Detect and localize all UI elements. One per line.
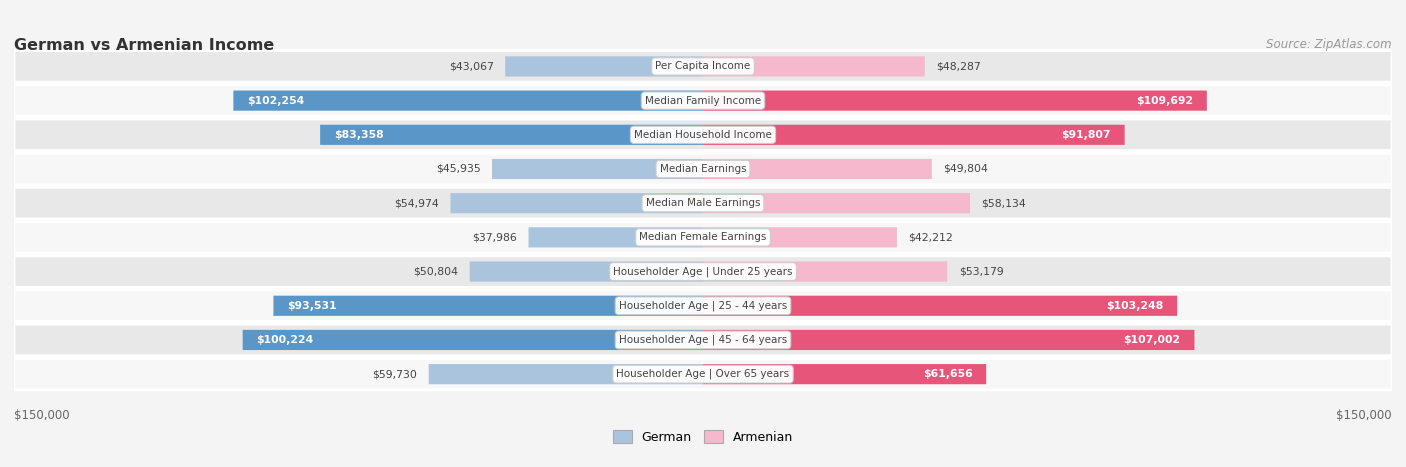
Text: Householder Age | 45 - 64 years: Householder Age | 45 - 64 years [619, 335, 787, 345]
Text: $100,224: $100,224 [256, 335, 314, 345]
FancyBboxPatch shape [14, 324, 1392, 356]
FancyBboxPatch shape [703, 91, 1206, 111]
Text: $93,531: $93,531 [287, 301, 337, 311]
FancyBboxPatch shape [703, 193, 970, 213]
Text: $150,000: $150,000 [14, 409, 70, 422]
Text: $54,974: $54,974 [394, 198, 439, 208]
Text: Source: ZipAtlas.com: Source: ZipAtlas.com [1267, 38, 1392, 51]
Text: $58,134: $58,134 [981, 198, 1026, 208]
Text: Householder Age | 25 - 44 years: Householder Age | 25 - 44 years [619, 300, 787, 311]
FancyBboxPatch shape [529, 227, 703, 248]
Text: Median Male Earnings: Median Male Earnings [645, 198, 761, 208]
Text: Median Household Income: Median Household Income [634, 130, 772, 140]
Text: $43,067: $43,067 [449, 62, 494, 71]
FancyBboxPatch shape [505, 57, 703, 77]
Legend: German, Armenian: German, Armenian [607, 425, 799, 448]
Text: $59,730: $59,730 [373, 369, 418, 379]
FancyBboxPatch shape [14, 119, 1392, 150]
Text: $37,986: $37,986 [472, 233, 517, 242]
FancyBboxPatch shape [14, 290, 1392, 321]
Text: $61,656: $61,656 [922, 369, 973, 379]
FancyBboxPatch shape [450, 193, 703, 213]
Text: German vs Armenian Income: German vs Armenian Income [14, 38, 274, 53]
Text: Median Family Income: Median Family Income [645, 96, 761, 106]
Text: $107,002: $107,002 [1123, 335, 1181, 345]
Text: Householder Age | Under 25 years: Householder Age | Under 25 years [613, 266, 793, 277]
Text: Householder Age | Over 65 years: Householder Age | Over 65 years [616, 369, 790, 379]
FancyBboxPatch shape [14, 222, 1392, 253]
FancyBboxPatch shape [14, 256, 1392, 287]
FancyBboxPatch shape [14, 187, 1392, 219]
FancyBboxPatch shape [321, 125, 703, 145]
FancyBboxPatch shape [14, 358, 1392, 390]
FancyBboxPatch shape [703, 296, 1177, 316]
Text: $42,212: $42,212 [908, 233, 953, 242]
FancyBboxPatch shape [703, 330, 1195, 350]
FancyBboxPatch shape [470, 262, 703, 282]
FancyBboxPatch shape [233, 91, 703, 111]
Text: $150,000: $150,000 [1336, 409, 1392, 422]
Text: $50,804: $50,804 [413, 267, 458, 276]
Text: Median Earnings: Median Earnings [659, 164, 747, 174]
Text: $53,179: $53,179 [959, 267, 1004, 276]
Text: Median Female Earnings: Median Female Earnings [640, 233, 766, 242]
FancyBboxPatch shape [273, 296, 703, 316]
Text: $91,807: $91,807 [1062, 130, 1111, 140]
FancyBboxPatch shape [703, 57, 925, 77]
Text: $102,254: $102,254 [247, 96, 304, 106]
FancyBboxPatch shape [14, 153, 1392, 185]
Text: $83,358: $83,358 [333, 130, 384, 140]
FancyBboxPatch shape [703, 159, 932, 179]
FancyBboxPatch shape [703, 364, 986, 384]
Text: $109,692: $109,692 [1136, 96, 1194, 106]
Text: $48,287: $48,287 [936, 62, 981, 71]
Text: $45,935: $45,935 [436, 164, 481, 174]
FancyBboxPatch shape [703, 125, 1125, 145]
FancyBboxPatch shape [243, 330, 703, 350]
Text: Per Capita Income: Per Capita Income [655, 62, 751, 71]
FancyBboxPatch shape [703, 227, 897, 248]
Text: $49,804: $49,804 [943, 164, 988, 174]
FancyBboxPatch shape [14, 51, 1392, 82]
Text: $103,248: $103,248 [1107, 301, 1163, 311]
FancyBboxPatch shape [14, 85, 1392, 116]
FancyBboxPatch shape [492, 159, 703, 179]
FancyBboxPatch shape [429, 364, 703, 384]
FancyBboxPatch shape [703, 262, 948, 282]
